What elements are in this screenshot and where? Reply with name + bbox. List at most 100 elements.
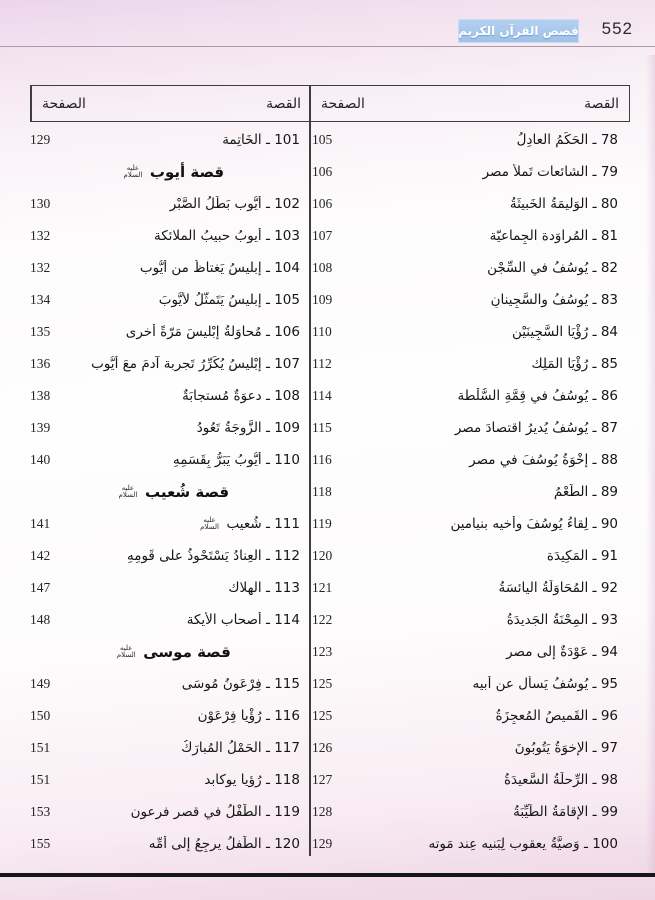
toc-entry: 89 ـ الطُّعْمُ 118 [310,476,630,508]
toc-column-right: 78 ـ الحَكَمُ العادِلُ 105 79 ـ الشائعات ت… [310,124,630,860]
toc-entry: 105 ـ إبليسُ يَتَمثَّلُ لأيُّوبَ 134 [30,284,310,316]
entry-title: 102 ـ أيُّوب بَطَلُ الصَّبْرِ [169,196,300,212]
entry-page-number: 110 [312,324,332,339]
entry-title: 103 ـ أيوبُ حبيبُ الملائكة [153,228,300,244]
entry-title: 82 ـ يُوسُفُ في السِّجْنِ [487,260,618,276]
entry-title: 98 ـ الرِّحلَةُ السَّعيدَةُ [503,772,618,788]
toc-entry: 82 ـ يُوسُفُ في السِّجْنِ 108 [310,252,630,284]
entry-title: 114 ـ أصحاب الأيكة [186,612,300,628]
page-column-header: الصفحة [42,95,86,112]
toc-entry: 108 ـ دعوَةٌ مُستجابَةٌ 138 [30,380,310,412]
entry-page-number: 125 [312,676,333,691]
entry-page-number: 109 [312,292,333,307]
entry-page-number: 108 [312,260,333,275]
entry-title: 107 ـ إبْليسُ يُكَرِّرُ تَجربة آدمَ معَ … [91,356,300,372]
toc-entry: 113 ـ الهلاك 147 [30,572,310,604]
entry-title: 86 ـ يُوسُفُ في قِمَّةِ السُّلْطة [457,388,618,404]
entry-page-number: 142 [30,548,51,563]
toc-entry: 97 ـ الإخوَةُ يَتُوبُونَ 126 [310,732,630,764]
toc-entry: 111 ـ شُعيبعليه السلام 141 [30,508,310,540]
entry-page-number: 120 [312,548,333,563]
footer-divider [0,873,655,877]
entry-title: 96 ـ القَميصُ المُعجِزَةُ [495,708,618,724]
toc-entry: 104 ـ إبليسُ يَغتاظُ من أيُّوب 132 [30,252,310,284]
toc-column-left: 101 ـ الخَاتِمة 129 قصة أيوب عليه السلام 102… [30,124,310,860]
entry-page-number: 132 [30,260,51,275]
toc-entry: 115 ـ فِرْعَونُ مُوسَى 149 [30,668,310,700]
entry-title: 100 ـ وَصيَّةُ يعقوب لِبَنيه عِند مَوته [428,836,618,852]
entry-title: 91 ـ المَكِيدَة [546,548,618,564]
entry-page-number: 123 [312,644,333,659]
entry-title: 79 ـ الشائعات تَملأُ مصر [482,164,618,180]
section-heading: قصة أيوب عليه السلام [30,156,310,188]
toc-entry: 109 ـ الزَّوجَةُ تَعُودُ 139 [30,412,310,444]
toc-entry: 84 ـ رُؤْيَا السَّجِينَيْنِ 110 [310,316,630,348]
entry-page-number: 106 [312,196,333,211]
entry-title: 83 ـ يُوسُفُ والسَّجِينانِ [490,292,618,308]
entry-page-number: 112 [312,356,332,371]
entry-page-number: 153 [30,804,51,819]
entry-page-number: 132 [30,228,51,243]
entry-title: 87 ـ يُوسُفُ يُديرُ اقتصادَ مصر [454,420,618,436]
entry-page-number: 148 [30,612,51,627]
entry-page-number: 155 [30,836,51,851]
entry-title: 113 ـ الهلاك [228,580,300,596]
entry-page-number: 130 [30,196,51,211]
section-heading-label: قصة شُعيب [144,483,230,501]
entry-title: 116 ـ رُؤْيا فِرْعَوْن [197,708,300,724]
entry-title: 78 ـ الحَكَمُ العادِلُ [516,132,618,148]
entry-page-number: 140 [30,452,51,467]
entry-title: 81 ـ المُراوَدة الجِماعيّة [489,228,618,244]
toc-entry: 83 ـ يُوسُفُ والسَّجِينانِ 109 [310,284,630,316]
entry-title: 110 ـ أيُّوبُ يَبَرُّ بِقَسَمِهِ [172,452,300,468]
toc-header-left: القصة الصفحة [31,86,311,121]
entry-title: 90 ـ لِقاءُ يُوسُفَ وأخيه بنيامين [450,516,618,532]
entry-title: 89 ـ الطُّعْمُ [553,484,618,500]
toc-entry: 90 ـ لِقاءُ يُوسُفَ وأخيه بنيامين 119 [310,508,630,540]
toc-entry: 114 ـ أصحاب الأيكة 148 [30,604,310,636]
entry-page-number: 106 [312,164,333,179]
toc-entry: 100 ـ وَصيَّةُ يعقوب لِبَنيه عِند مَوته 1… [310,828,630,860]
entry-page-number: 129 [30,132,51,147]
toc-entry: 80 ـ الوَليمَةُ الخَبيثَةُ 106 [310,188,630,220]
entry-title: 97 ـ الإخوَةُ يَتُوبُونَ [514,740,618,756]
entry-page-number: 107 [312,228,333,243]
toc-entry: 117 ـ الحَمْلُ المُبارَكُ 151 [30,732,310,764]
entry-title: 94 ـ عَوْدَةٌ إلى مصر [506,644,618,660]
toc-entry: 99 ـ الإقامَةُ الطَّيِّبَةُ 128 [310,796,630,828]
page-number: 552 [601,19,633,38]
entry-page-number: 119 [312,516,332,531]
toc-entry: 78 ـ الحَكَمُ العادِلُ 105 [310,124,630,156]
entry-title: 119 ـ الطِّفْلُ في قصر فرعون [130,804,300,820]
column-divider [309,85,311,856]
toc-entry: 103 ـ أيوبُ حبيبُ الملائكة 132 [30,220,310,252]
alayhi-assalam-honorific: عليه السلام [118,483,138,499]
toc-entry: 86 ـ يُوسُفُ في قِمَّةِ السُّلْطة 114 [310,380,630,412]
entry-title: 111 ـ شُعيبعليه السلام [76,516,300,532]
entry-page-number: 134 [30,292,51,307]
story-column-header: القصة [266,95,301,112]
entry-page-number: 121 [312,580,333,595]
entry-page-number: 114 [312,388,332,403]
entry-title: 120 ـ الطِّفلُ يرجِعُ إلى أُمِّه [148,836,300,852]
toc-entry: 119 ـ الطِّفْلُ في قصر فرعون 153 [30,796,310,828]
toc-entry: 96 ـ القَميصُ المُعجِزَةُ 125 [310,700,630,732]
entry-title: 108 ـ دعوَةٌ مُستجابَةٌ [182,388,300,404]
entry-page-number: 127 [312,772,333,787]
entry-title: 105 ـ إبليسُ يَتَمثَّلُ لأيُّوبَ [158,292,300,308]
entry-page-number: 118 [312,484,332,499]
section-heading: قصة شُعيب عليه السلام [30,476,310,508]
toc-entry: 101 ـ الخَاتِمة 129 [30,124,310,156]
toc-entry: 85 ـ رُؤْيَا المَلِك 112 [310,348,630,380]
entry-page-number: 125 [312,708,333,723]
toc-entry: 87 ـ يُوسُفُ يُديرُ اقتصادَ مصر 115 [310,412,630,444]
entry-title: 115 ـ فِرْعَونُ مُوسَى [181,676,300,692]
alayhi-assalam-honorific: عليه السلام [116,643,136,659]
entry-title: 104 ـ إبليسُ يَغتاظُ من أيُّوب [139,260,300,276]
entry-title: 85 ـ رُؤْيَا المَلِك [531,356,618,372]
entry-title: 118 ـ رُؤيا يوكابد [204,772,300,788]
entry-page-number: 122 [312,612,333,627]
toc-entry: 106 ـ مُحاوَلةُ إبْليسَ مَرّةً أُخرى 135 [30,316,310,348]
entry-page-number: 149 [30,676,51,691]
entry-title: 88 ـ إخْوَةُ يُوسُفَ في مصر [469,452,618,468]
